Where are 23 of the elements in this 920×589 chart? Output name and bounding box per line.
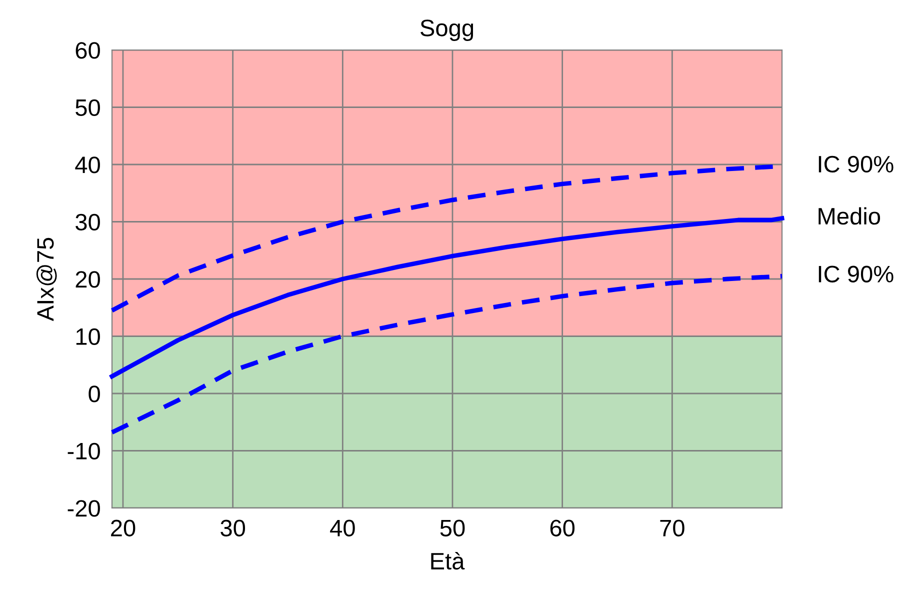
x-tick-label: 50 (440, 520, 465, 536)
x-tick-label: 20 (111, 520, 136, 536)
y-tick-label: 20 (76, 271, 100, 288)
x-tick-label: 70 (660, 520, 684, 536)
y-tick-label: -10 (68, 442, 100, 460)
series-label: IC 90% (818, 156, 894, 173)
x-axis-title: Età (431, 552, 465, 570)
x-tick-label: 40 (330, 520, 355, 536)
line-series (110, 274, 784, 435)
y-tick-label: 30 (76, 214, 100, 231)
chart-title: Sogg (420, 20, 474, 42)
series-label: IC 90% (818, 266, 894, 282)
y-tick-label: 10 (76, 328, 100, 346)
y-tick-label: 40 (75, 156, 100, 174)
y-axis-title: AIx@75 (36, 238, 57, 322)
y-tick-label: 0 (88, 386, 100, 402)
series-label: Medio (818, 207, 880, 225)
y-tick-label: 50 (76, 99, 100, 116)
x-tick-label: 60 (550, 520, 575, 536)
y-tick-label: 60 (76, 42, 100, 59)
x-tick-label: 30 (220, 520, 246, 536)
y-tick-label: -20 (68, 500, 100, 517)
line-series (110, 216, 784, 379)
